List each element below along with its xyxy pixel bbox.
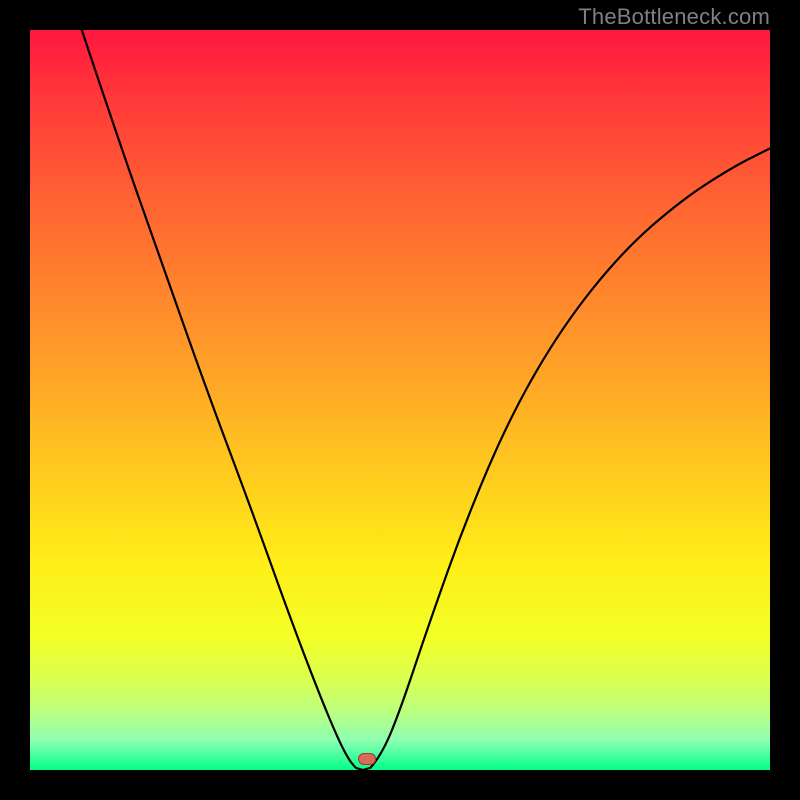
chart-svg (30, 30, 770, 770)
gradient-background (30, 30, 770, 770)
trough-marker (358, 753, 376, 765)
watermark-text: TheBottleneck.com (578, 4, 770, 30)
plot-area (30, 30, 770, 770)
